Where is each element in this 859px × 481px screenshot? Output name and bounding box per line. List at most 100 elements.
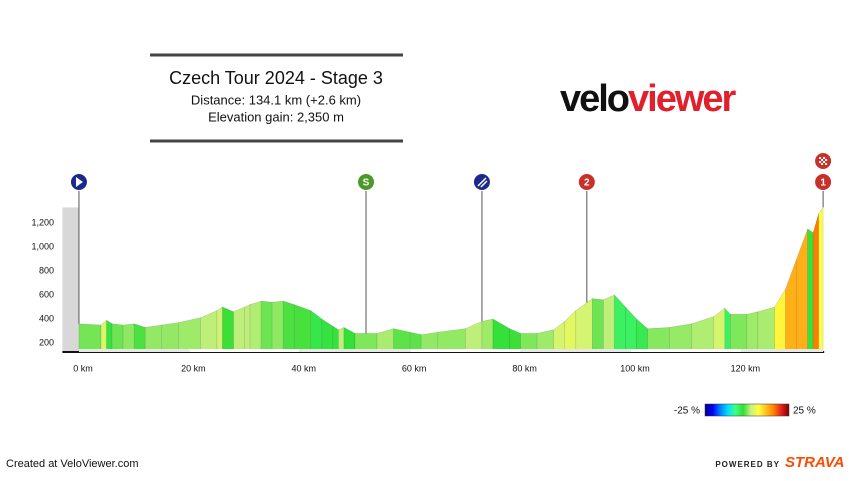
y-tick-label: 1,000 bbox=[31, 241, 54, 251]
distance-stripe bbox=[299, 349, 411, 352]
profile-segment bbox=[293, 304, 312, 353]
profile-segment bbox=[509, 328, 521, 353]
profile-segment bbox=[647, 327, 670, 353]
profile-segment bbox=[774, 287, 786, 353]
marker-glyph bbox=[477, 177, 488, 188]
profile-segment bbox=[260, 300, 273, 353]
subtitle: Elevation gain: 2,350 m bbox=[208, 109, 344, 124]
profile-segment bbox=[200, 310, 218, 353]
profile-segment bbox=[271, 300, 284, 353]
profile-segment bbox=[812, 213, 819, 353]
profile-segment bbox=[481, 318, 494, 353]
profile-segment bbox=[796, 228, 808, 353]
profile-segment bbox=[244, 304, 251, 353]
distance-stripe bbox=[410, 349, 521, 352]
brand-logo: velo bbox=[560, 78, 629, 120]
distance-stripe bbox=[630, 349, 742, 352]
profile-segment bbox=[133, 323, 146, 353]
colorbar-label: -25 % bbox=[674, 406, 700, 417]
x-tick-label: 20 km bbox=[181, 363, 206, 373]
profile-segment bbox=[233, 306, 245, 353]
brand-logo: viewer bbox=[628, 78, 737, 120]
footer: Created at VeloViewer.com bbox=[6, 458, 138, 470]
finish-flag-check bbox=[819, 157, 822, 159]
profile-segment bbox=[376, 328, 394, 353]
finish-flag-check bbox=[821, 163, 824, 165]
subtitle: Distance: 134.1 km (+2.6 km) bbox=[191, 92, 361, 107]
distance-stripe bbox=[741, 349, 824, 352]
finish-flag-check bbox=[823, 157, 826, 159]
profile-segment bbox=[691, 316, 715, 353]
profile-segment bbox=[724, 307, 731, 353]
finish-flag-check bbox=[825, 159, 828, 161]
profile-segment bbox=[178, 317, 201, 353]
profile-segment bbox=[310, 309, 323, 353]
profile-segment bbox=[575, 298, 593, 353]
profile-segment bbox=[282, 300, 295, 353]
y-tick-label: 1,200 bbox=[31, 217, 54, 227]
distance-stripe bbox=[520, 349, 631, 352]
profile-segment bbox=[78, 323, 102, 353]
profile-segment bbox=[216, 306, 223, 353]
profile-segment bbox=[393, 328, 411, 353]
profile-segment bbox=[625, 306, 637, 353]
profile-segment bbox=[338, 326, 345, 353]
marker-label: 2 bbox=[584, 178, 590, 189]
colorbar bbox=[704, 403, 790, 417]
profile-segment bbox=[111, 323, 124, 353]
x-tick-label: 100 km bbox=[620, 363, 650, 373]
profile-segment bbox=[592, 298, 604, 353]
profile-segment bbox=[807, 228, 814, 353]
profile-segment bbox=[106, 319, 113, 353]
profile-segment bbox=[492, 318, 510, 353]
profile-segment bbox=[757, 306, 775, 353]
y-tick-label: 800 bbox=[39, 265, 54, 275]
distance-stripe bbox=[78, 349, 190, 352]
marker-icon bbox=[357, 173, 376, 191]
profile-segment bbox=[636, 318, 648, 353]
marker-icon bbox=[814, 173, 833, 191]
profile-segment bbox=[321, 318, 334, 353]
colorbar-label: 25 % bbox=[793, 406, 816, 417]
profile-segment bbox=[713, 307, 726, 353]
distance-stripe bbox=[189, 349, 300, 352]
profile-segment bbox=[603, 294, 615, 353]
marker-glyph bbox=[75, 177, 83, 187]
profile-segment bbox=[465, 320, 483, 353]
profile-segment bbox=[553, 320, 566, 353]
profile-segment bbox=[536, 329, 555, 353]
finish-flag-check bbox=[819, 161, 822, 163]
profile-segment bbox=[669, 323, 693, 353]
start-zone bbox=[62, 207, 79, 352]
profile-segment bbox=[343, 326, 356, 353]
marker-label: 1 bbox=[820, 178, 826, 189]
profile-segment bbox=[222, 306, 234, 353]
x-tick-label: 40 km bbox=[292, 363, 317, 373]
profile-segment bbox=[122, 323, 135, 353]
marker-label: S bbox=[363, 178, 370, 189]
strava-logo: STRAVA bbox=[785, 454, 844, 471]
x-tick-label: 120 km bbox=[731, 363, 761, 373]
y-tick-label: 400 bbox=[39, 313, 54, 323]
finish-flag-check bbox=[821, 159, 824, 161]
finish-flag-check bbox=[825, 163, 828, 165]
profile-segment bbox=[144, 324, 163, 353]
profile-segment bbox=[161, 322, 179, 353]
profile-segment bbox=[746, 311, 759, 353]
profile-segment bbox=[564, 309, 577, 353]
profile-segment bbox=[332, 325, 339, 353]
x-tick-label: 80 km bbox=[512, 363, 537, 373]
profile-segment bbox=[100, 319, 107, 353]
x-tick-label: 0 km bbox=[73, 363, 93, 373]
marker-icon bbox=[577, 173, 596, 191]
profile-segment bbox=[614, 294, 626, 353]
y-tick-label: 600 bbox=[39, 289, 54, 299]
finish-flag-check bbox=[823, 161, 826, 163]
profile-segment bbox=[818, 206, 824, 353]
chart-title: Czech Tour 2024 - Stage 3 bbox=[169, 68, 383, 88]
profile-segment bbox=[437, 328, 466, 353]
y-tick-label: 200 bbox=[39, 337, 54, 347]
profile-segment bbox=[785, 258, 797, 353]
powered-by: POWERED BY bbox=[715, 460, 780, 469]
